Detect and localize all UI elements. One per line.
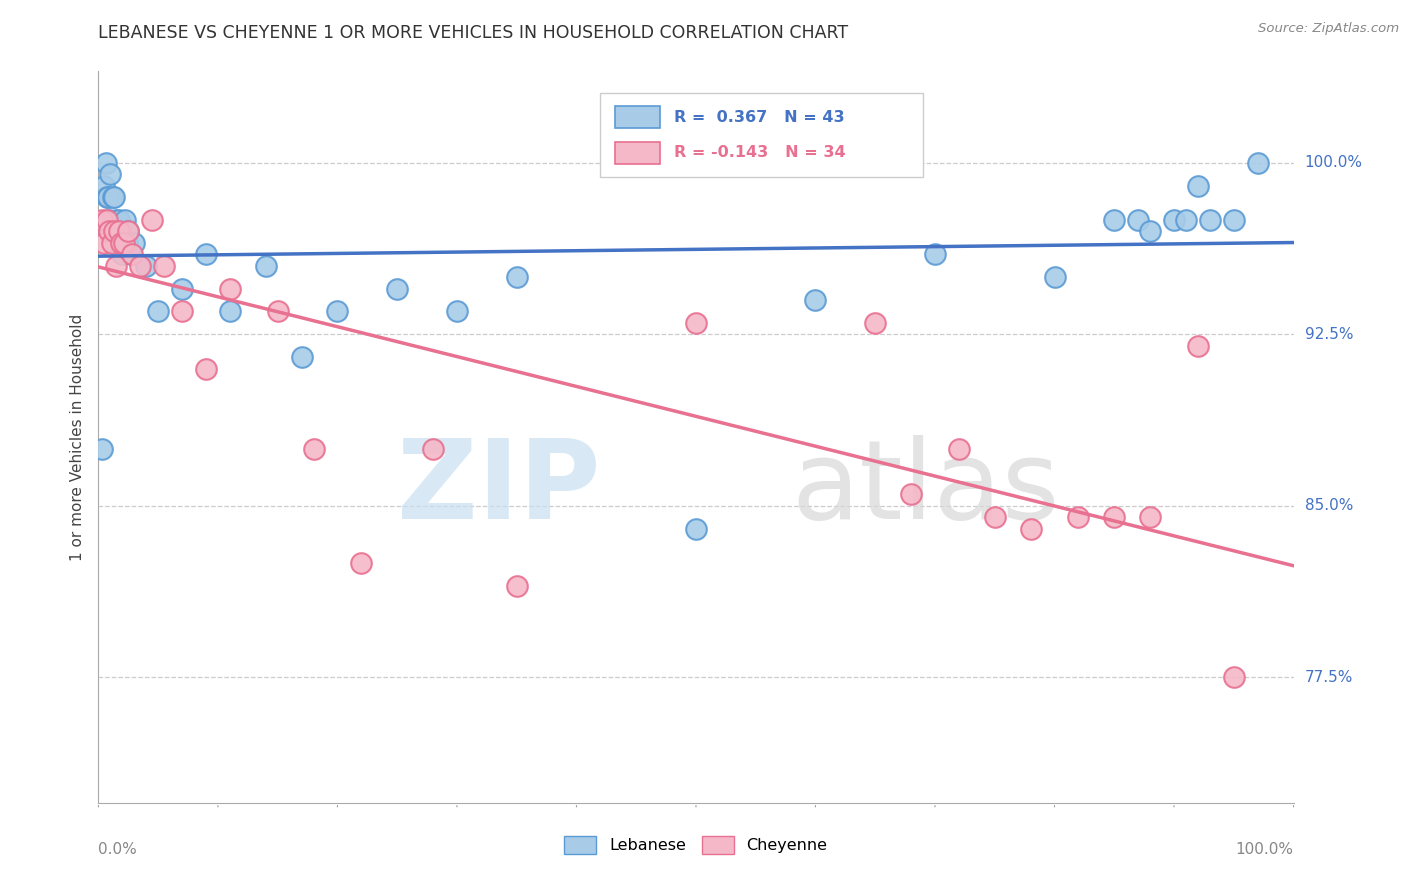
Point (804, 293, 827, 307)
Point (1128, 213, 1150, 227)
Point (100, 235, 122, 250)
Point (107, 224, 129, 238)
Text: R =  0.367   N = 43: R = 0.367 N = 43 (675, 110, 845, 125)
Point (117, 224, 139, 238)
Point (96, 190, 118, 204)
Point (120, 247, 142, 261)
Point (506, 579, 529, 593)
Point (1043, 270, 1066, 285)
Text: 85.0%: 85.0% (1305, 498, 1353, 513)
Point (685, 521, 707, 535)
Point (115, 235, 138, 250)
Point (1175, 213, 1198, 227)
Point (506, 270, 529, 285)
Point (865, 316, 887, 330)
Point (291, 350, 314, 364)
FancyBboxPatch shape (600, 94, 922, 178)
Point (93, 235, 115, 250)
Point (1223, 213, 1246, 227)
Point (1139, 510, 1161, 524)
Legend: Lebanese, Cheyenne: Lebanese, Cheyenne (558, 830, 834, 861)
Text: LEBANESE VS CHEYENNE 1 OR MORE VEHICLES IN HOUSEHOLD CORRELATION CHART: LEBANESE VS CHEYENNE 1 OR MORE VEHICLES … (98, 24, 849, 42)
Point (94, 155, 117, 169)
Point (117, 224, 139, 238)
Point (219, 304, 242, 318)
Point (103, 190, 125, 204)
Point (254, 259, 277, 273)
Point (900, 487, 922, 501)
Point (685, 316, 707, 330)
Point (110, 224, 132, 238)
Point (948, 442, 970, 456)
Point (114, 213, 136, 227)
Point (96, 213, 118, 227)
Point (924, 247, 946, 261)
Text: 77.5%: 77.5% (1305, 670, 1353, 684)
Point (124, 235, 146, 250)
Point (350, 556, 373, 570)
Point (1187, 178, 1209, 193)
Point (172, 304, 194, 318)
Bar (614, 142, 661, 163)
Point (1104, 510, 1126, 524)
Point (121, 247, 143, 261)
Point (1199, 213, 1222, 227)
Point (422, 442, 444, 456)
Text: 100.0%: 100.0% (1305, 155, 1362, 170)
Point (267, 304, 290, 318)
Point (195, 361, 218, 376)
Point (385, 281, 409, 295)
Point (105, 213, 128, 227)
Point (129, 259, 152, 273)
Point (172, 281, 194, 295)
Text: 0.0%: 0.0% (98, 842, 138, 856)
Point (1019, 521, 1042, 535)
Point (1187, 338, 1209, 352)
Point (110, 235, 132, 250)
Text: ZIP: ZIP (396, 434, 600, 541)
Point (302, 442, 325, 456)
Text: 92.5%: 92.5% (1305, 326, 1353, 342)
Point (91, 213, 114, 227)
Point (107, 213, 129, 227)
Point (98, 213, 121, 227)
Text: atlas: atlas (792, 434, 1060, 541)
Bar (614, 106, 661, 128)
Point (105, 259, 128, 273)
Text: Source: ZipAtlas.com: Source: ZipAtlas.com (1258, 22, 1399, 36)
Point (446, 304, 468, 318)
Point (1163, 213, 1185, 227)
Point (112, 235, 135, 250)
Point (326, 304, 349, 318)
Point (1067, 510, 1090, 524)
Point (135, 259, 157, 273)
Point (195, 247, 218, 261)
Point (91, 442, 114, 456)
Point (219, 281, 242, 295)
Text: R = -0.143   N = 34: R = -0.143 N = 34 (675, 145, 846, 160)
Point (148, 304, 170, 318)
Point (141, 213, 163, 227)
Point (98, 224, 121, 238)
Point (1223, 670, 1246, 684)
Point (1104, 213, 1126, 227)
Point (984, 510, 1007, 524)
Text: 100.0%: 100.0% (1236, 842, 1294, 856)
Point (97, 190, 120, 204)
Point (111, 247, 134, 261)
Y-axis label: 1 or more Vehicles in Household: 1 or more Vehicles in Household (69, 313, 84, 561)
Point (108, 235, 131, 250)
Point (1247, 155, 1270, 169)
Point (93, 178, 115, 193)
Point (1139, 224, 1161, 238)
Point (103, 224, 125, 238)
Point (153, 259, 176, 273)
Point (101, 190, 124, 204)
Point (98, 167, 122, 181)
